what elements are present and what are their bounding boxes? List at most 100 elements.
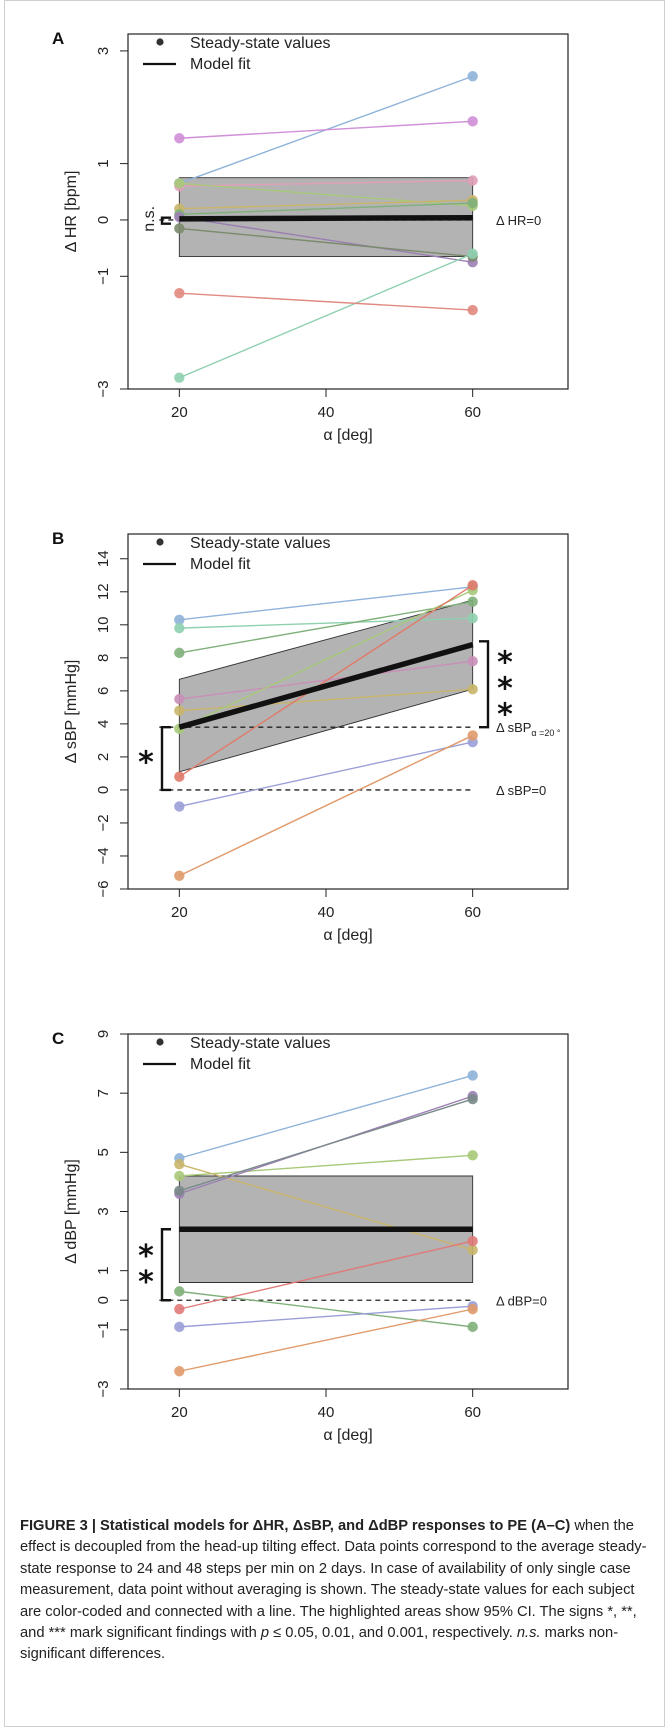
subject-point: [174, 614, 185, 626]
y-tick-label: 0: [95, 786, 112, 794]
y-tick-label: −6: [95, 880, 112, 897]
y-tick-label: 12: [95, 583, 112, 600]
chart-panel-c: C −3 −1 0 1 3 5 7 9 20 40 60 α [deg] Δ dBP [mmHg] Δ dB…: [52, 1029, 569, 1444]
subject-line: [179, 1240, 473, 1310]
subject-point: [467, 1244, 478, 1256]
x-axis-label: α [deg]: [323, 427, 372, 444]
y-tick-label: 9: [95, 1030, 112, 1038]
panel-b: B −6 −4 −2 0 2 4 6 8 10 12 14 20 40 60 α [deg] Δ sBP [mm…: [0, 514, 669, 984]
legend-points-label: Steady-state values: [190, 1035, 331, 1052]
y-tick-label: 3: [95, 1207, 112, 1215]
panel-label: B: [52, 529, 64, 548]
subject-line: [179, 1308, 473, 1372]
x-tick-label: 20: [171, 904, 188, 921]
panel-a: A −3 −1 0 1 3 20 40 60 α [deg] Δ HR [bpm] Δ HR=0 Ste…: [0, 14, 669, 484]
subject-point: [174, 1321, 185, 1333]
y-axis-label: Δ dBP [mmHg]: [63, 1159, 80, 1264]
y-tick-label: 3: [95, 47, 112, 55]
subject-line: [179, 1154, 473, 1177]
significance-star: *: [138, 1239, 154, 1274]
y-tick-label: −1: [95, 268, 112, 285]
y-axis-label: Δ sBP [mmHg]: [63, 660, 80, 764]
subject-point: [174, 622, 185, 634]
subject-point: [467, 1303, 478, 1315]
subject-point: [174, 1170, 185, 1182]
subject-point: [467, 1321, 478, 1333]
reference-label: Δ sBP=0: [496, 783, 546, 798]
subject-line: [179, 589, 473, 730]
chart-panel-b: B −6 −4 −2 0 2 4 6 8 10 12 14 20 40 60 α [deg] Δ sBP [mm…: [52, 529, 569, 944]
subject-line: [179, 227, 473, 258]
reference-label: Δ dBP=0: [496, 1293, 547, 1308]
subject-point: [467, 579, 478, 591]
subject-point: [467, 1093, 478, 1105]
x-tick-label: 20: [171, 404, 188, 421]
subject-point: [174, 693, 185, 705]
x-tick-label: 40: [318, 904, 335, 921]
subject-point: [467, 613, 478, 624]
x-tick-label: 60: [464, 904, 481, 921]
subject-point: [174, 1303, 185, 1315]
y-tick-label: 0: [95, 1296, 112, 1304]
model-fit-line: [178, 641, 474, 730]
subject-line: [179, 1074, 473, 1159]
legend-fit-label: Model fit: [190, 1056, 251, 1073]
x-tick-label: 40: [318, 404, 335, 421]
subject-point: [467, 116, 478, 127]
caption-ns-text: n.s.: [516, 1625, 541, 1642]
y-tick-label: 4: [95, 720, 112, 728]
subject-line: [179, 199, 473, 210]
subject-line: [179, 179, 473, 187]
x-tick-label: 60: [464, 1404, 481, 1421]
subject-point: [467, 71, 478, 82]
y-tick-label: 5: [95, 1148, 112, 1156]
y-tick-label: −2: [95, 814, 112, 831]
y-tick-label: 6: [95, 687, 112, 695]
y-tick-label: 0: [95, 216, 112, 224]
legend-points-label: Steady-state values: [190, 535, 331, 552]
subject-line: [179, 1305, 473, 1328]
subject-point: [174, 288, 185, 299]
subject-point: [174, 1366, 185, 1377]
chart-panel-a: A −3 −1 0 1 3 20 40 60 α [deg] Δ HR [bpm] Δ HR=0 Ste…: [52, 29, 569, 444]
subject-point: [467, 1150, 478, 1161]
subject-line: [179, 120, 473, 139]
subject-point: [174, 870, 185, 881]
y-tick-label: 7: [95, 1089, 112, 1097]
y-tick-label: 10: [95, 616, 112, 633]
subject-point: [174, 1185, 185, 1196]
subject-line: [179, 586, 473, 621]
subject-point: [467, 730, 478, 741]
panel-label: C: [52, 1029, 64, 1048]
reference-subscript: α =20 °: [531, 728, 560, 738]
y-tick-label: −3: [95, 380, 112, 397]
caption-text-1: when the effect is decoupled from the he…: [20, 1518, 647, 1642]
legend-points-label: Steady-state values: [190, 35, 331, 52]
subject-line: [179, 601, 473, 654]
subject-point: [467, 1070, 478, 1081]
figure-caption: FIGURE 3 | Statistical models for ΔHR, Δ…: [20, 1516, 652, 1666]
subject-point: [174, 1158, 185, 1170]
significance-bracket: [479, 640, 490, 729]
y-tick-label: 8: [95, 654, 112, 662]
subject-point: [174, 223, 185, 234]
caption-figure-label: FIGURE 3 | Statistical models for ΔHR, Δ…: [20, 1518, 571, 1534]
x-tick-label: 40: [318, 1404, 335, 1421]
caption-text-2: ≤ 0.05, 0.01, and 0.001, respectively.: [269, 1625, 517, 1642]
subject-point: [467, 596, 478, 607]
subject-point: [174, 771, 185, 782]
panel-label: A: [52, 29, 64, 48]
caption-text-3: marks non-significant differences.: [20, 1625, 619, 1663]
subject-point: [174, 801, 185, 812]
panel-c: C −3 −1 0 1 3 5 7 9 20 40 60 α [deg] Δ dBP [mmHg] Δ dB…: [0, 1014, 669, 1484]
legend-fit-label: Model fit: [190, 56, 251, 73]
subject-point: [467, 1235, 478, 1247]
significance-bracket: [160, 1228, 171, 1302]
subject-line: [179, 1098, 473, 1192]
x-tick-label: 60: [464, 404, 481, 421]
subject-point: [174, 133, 185, 144]
x-axis-label: α [deg]: [323, 1427, 372, 1444]
subject-point: [174, 647, 185, 659]
significance-bracket: [160, 216, 171, 225]
subject-line: [179, 688, 473, 712]
